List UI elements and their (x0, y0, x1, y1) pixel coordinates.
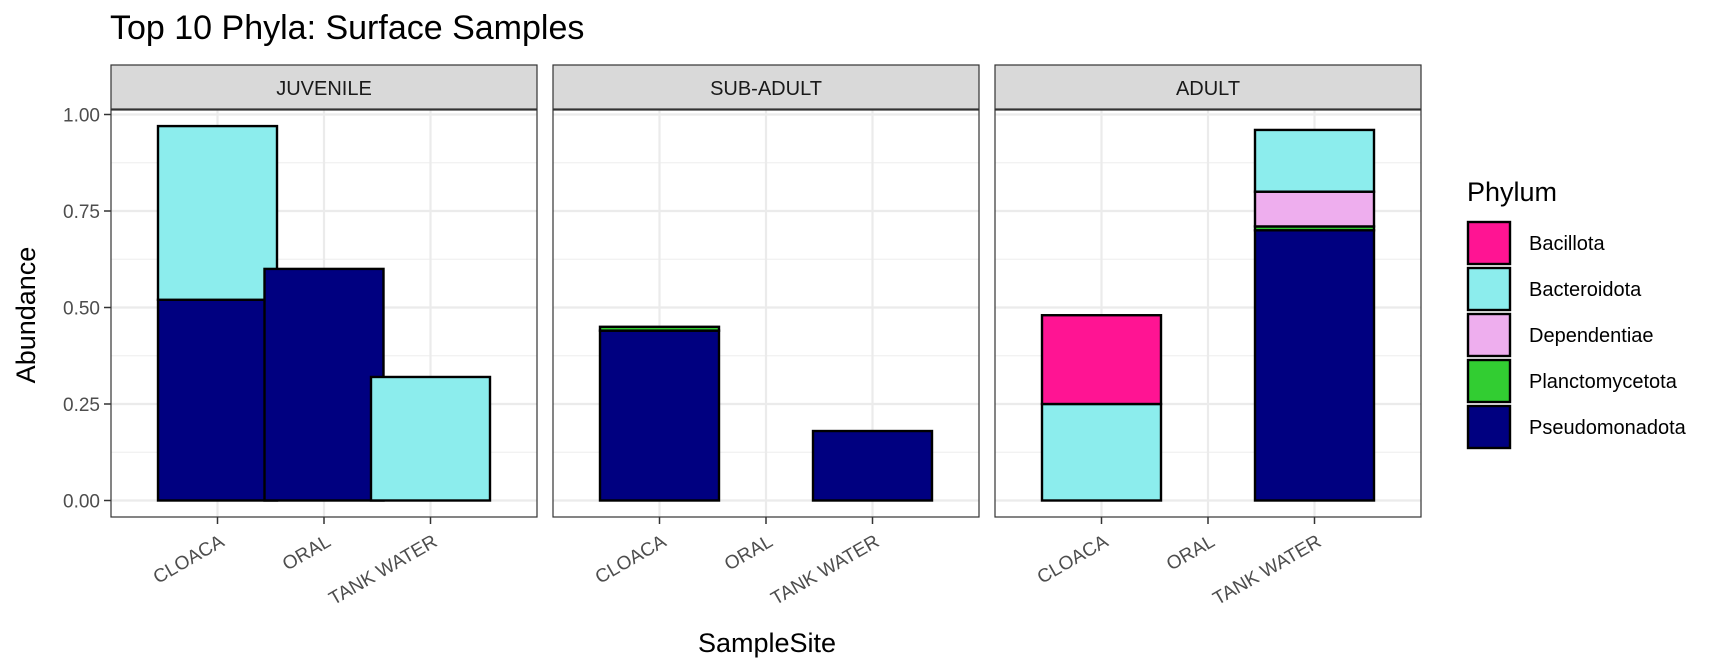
y-tick-label: 0.25 (63, 395, 100, 416)
bar-segment-pseudomonadota (263, 267, 385, 502)
bar-segment-bacillota (1040, 314, 1163, 406)
bar-segment-bacteroidota (1253, 128, 1376, 193)
x-tick-label: TANK WATER (1210, 531, 1325, 610)
facet-label: JUVENILE (276, 78, 372, 100)
x-tick-label: CLOACA (592, 531, 670, 588)
bar-segment-pseudomonadota (156, 298, 279, 502)
facet-label: SUB-ADULT (710, 78, 822, 100)
legend-key-bacillota (1466, 220, 1512, 266)
x-tick-label: TANK WATER (768, 531, 883, 610)
bar-segment-bacteroidota (369, 375, 492, 502)
x-tick-label: CLOACA (1034, 531, 1112, 588)
x-tick-label: ORAL (279, 531, 334, 575)
y-axis: 0.00 0.25 0.50 0.75 1.00 (63, 106, 111, 513)
facet-label: ADULT (1176, 78, 1240, 100)
x-tick-label: ORAL (1163, 531, 1218, 575)
legend-key-bacteroidota (1466, 266, 1512, 312)
bar-segment-pseudomonadota (1253, 229, 1376, 502)
y-tick-label: 0.00 (63, 492, 100, 513)
bar-segment-bacteroidota (1040, 402, 1163, 502)
legend-title: Phylum (1467, 177, 1557, 207)
x-axis-title: SampleSite (698, 628, 836, 658)
y-tick-label: 0.50 (63, 299, 100, 320)
legend-label: Bacillota (1529, 233, 1605, 255)
x-tick-label: CLOACA (150, 531, 228, 588)
legend-key-dependentiae (1466, 312, 1512, 358)
y-axis-title: Abundance (11, 247, 41, 384)
legend-key-planctomycetota (1466, 358, 1512, 404)
bar-segment-bacteroidota (156, 124, 279, 301)
y-tick-label: 1.00 (63, 106, 100, 127)
y-tick-label: 0.75 (63, 202, 100, 223)
x-tick-label: TANK WATER (326, 531, 441, 610)
facet-strip (552, 64, 980, 110)
x-tick-label: ORAL (721, 531, 776, 575)
legend-label: Planctomycetota (1529, 371, 1678, 393)
bar-segment-pseudomonadota (598, 329, 721, 502)
legend-key-pseudomonadota (1466, 404, 1512, 450)
bar-segment-dependentiae (1253, 190, 1376, 228)
facet-strip (110, 64, 538, 110)
chart-title: Top 10 Phyla: Surface Samples (110, 9, 584, 47)
legend-label: Dependentiae (1529, 325, 1654, 347)
bar-segment-planctomycetota (598, 325, 721, 332)
bar-segment-pseudomonadota (811, 429, 934, 502)
legend-label: Bacteroidota (1529, 279, 1642, 301)
legend-label: Pseudomonadota (1529, 417, 1687, 439)
facet-strip (994, 64, 1422, 110)
legend: Phylum Bacillota Bacteroidota Dependentiae… (1466, 177, 1687, 450)
